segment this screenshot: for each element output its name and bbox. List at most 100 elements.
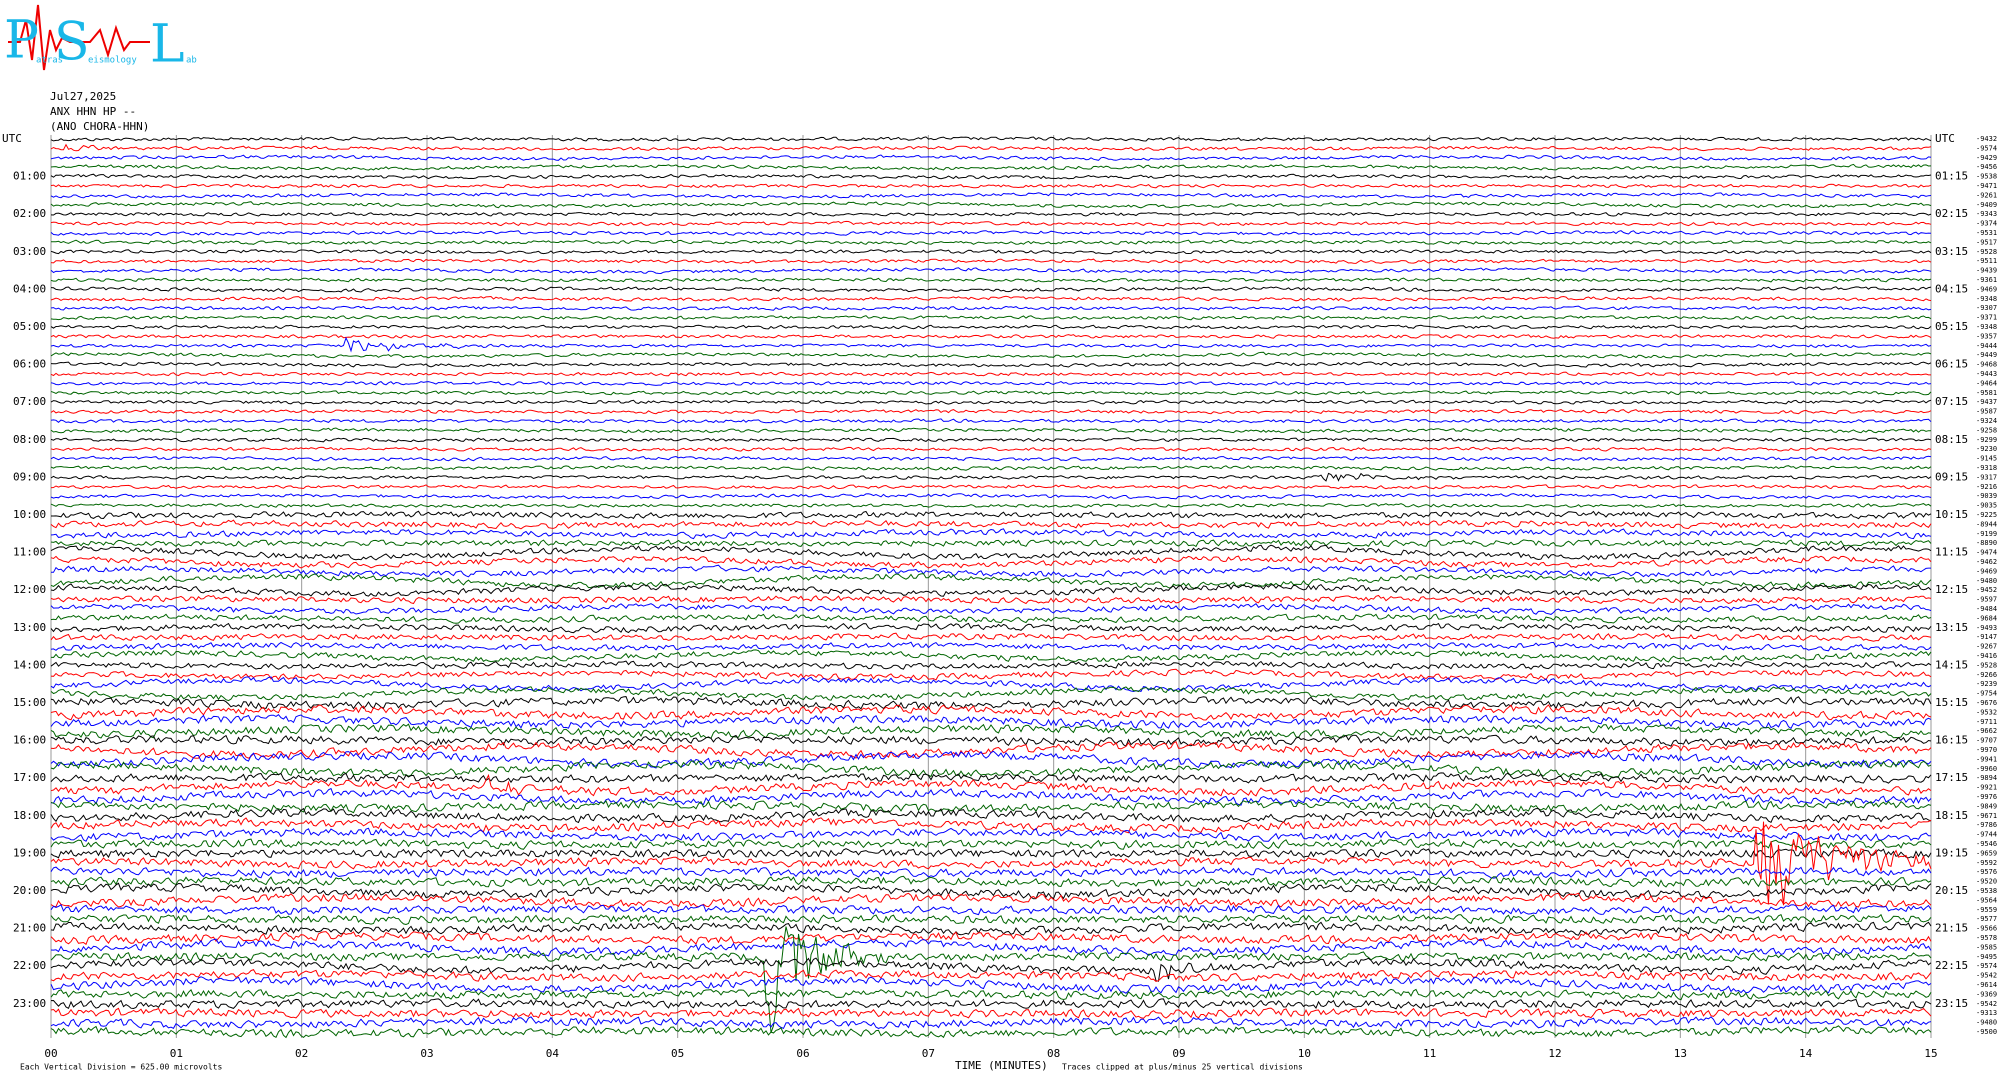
trace [50,315,1932,321]
offset-label: -9754 [1976,690,1997,698]
offset-label: -9493 [1976,624,1997,632]
offset-label: -9786 [1976,821,1997,829]
trace [50,351,1932,359]
offset-label: -9239 [1976,680,1997,688]
offset-label: -9520 [1976,878,1997,886]
offset-label: -9409 [1976,201,1997,209]
offset-label: -9444 [1976,342,1997,350]
right-time-label: 16:15 [1935,734,1968,747]
offset-label: -9464 [1976,379,1997,387]
offset-label: -9538 [1976,887,1997,895]
trace [50,528,1932,540]
x-tick-label: 01 [170,1047,183,1060]
right-time-label: 02:15 [1935,207,1968,220]
offset-label: -9960 [1976,765,1997,773]
offset-label: -9711 [1976,718,1997,726]
right-time-label: 21:15 [1935,922,1968,935]
trace [50,371,1931,377]
x-tick-label: 12 [1548,1047,1561,1060]
logo-word: eismology [88,56,137,66]
trace [50,427,1931,434]
offset-label: -9469 [1976,285,1997,293]
offset-label: -9495 [1976,953,1997,961]
offset-label: -9145 [1976,455,1997,463]
offset-label: -9361 [1976,276,1997,284]
offset-label: -9585 [1976,943,1997,951]
trace [50,249,1932,255]
offset-label: -9538 [1976,173,1997,181]
trace [50,555,1932,569]
offset-label: -9576 [1976,868,1997,876]
traces [50,136,1932,1039]
trace [50,503,1932,509]
trace [50,714,1932,730]
trace [50,192,1932,199]
trace [50,183,1932,189]
trace [50,484,1932,490]
trace [50,848,1932,859]
offset-label: -9449 [1976,351,1997,359]
trace [50,136,1932,142]
left-time-label: 06:00 [13,358,46,371]
offset-label: -9578 [1976,934,1997,942]
left-time-label: 11:00 [13,546,46,559]
x-tick-label: 11 [1423,1047,1436,1060]
right-time-label: 08:15 [1935,433,1968,446]
trace [50,594,1932,605]
offset-label: -9432 [1976,135,1997,143]
left-time-label: 05:00 [13,320,46,333]
trace [50,519,1932,530]
offset-label: -9592 [1976,859,1997,867]
trace [50,201,1932,209]
offset-label: -9532 [1976,708,1997,716]
trace [50,759,1932,778]
trace [50,787,1932,806]
trace [50,723,1932,739]
trace [50,539,1932,548]
left-time-label: 01:00 [13,170,46,183]
logo-letter: L [150,15,185,75]
left-time-label: 20:00 [13,884,46,897]
left-time-label: 15:00 [13,696,46,709]
offset-label: -9970 [1976,746,1997,754]
trace [50,622,1932,634]
trace [50,838,1932,850]
offset-label: -9261 [1976,191,1997,199]
left-time-label: 23:00 [13,997,46,1010]
right-time-label: 17:15 [1935,771,1968,784]
trace [50,875,1932,888]
trace [50,603,1932,615]
offset-label: -9469 [1976,567,1997,575]
offset-label: -9357 [1976,332,1997,340]
offset-label: -9369 [1976,990,1997,998]
left-time-label: 14:00 [13,658,46,671]
trace [50,173,1932,180]
offset-label: -9676 [1976,699,1997,707]
right-time-label: 15:15 [1935,696,1968,709]
trace [50,696,1932,710]
trace [50,921,1932,936]
offset-label: -9546 [1976,840,1997,848]
offset-label: -9416 [1976,652,1997,660]
offset-label: -9429 [1976,154,1997,162]
offset-label: -9443 [1976,370,1997,378]
trace [50,676,1932,693]
offset-label: -9480 [1976,1019,1997,1027]
trace [50,660,1932,670]
offset-label: -9225 [1976,511,1997,519]
trace [50,704,1932,721]
trace [50,668,1932,681]
right-time-label: UTC [1935,132,1955,145]
x-tick-label: 05 [671,1047,684,1060]
trace [50,866,1932,879]
offset-label: -9581 [1976,389,1997,397]
trace [50,1007,1932,1019]
offset-label: -9528 [1976,661,1997,669]
logo-letter: S [54,13,90,73]
right-time-label: 13:15 [1935,621,1968,634]
trace [50,938,1932,957]
trace [50,399,1932,405]
offset-label: -9564 [1976,896,1997,904]
trace [50,334,1932,339]
